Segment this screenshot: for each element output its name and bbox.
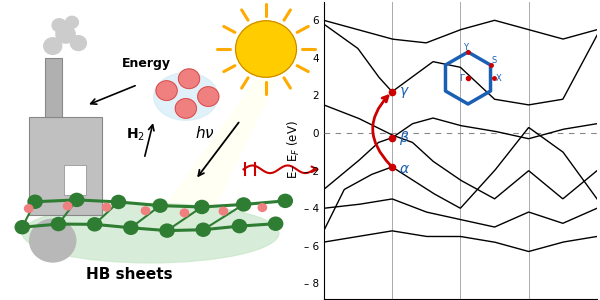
- Circle shape: [178, 69, 200, 88]
- Circle shape: [44, 38, 62, 54]
- Circle shape: [219, 207, 227, 215]
- Polygon shape: [151, 80, 275, 227]
- Circle shape: [124, 221, 138, 234]
- Circle shape: [278, 194, 292, 207]
- Circle shape: [196, 223, 211, 236]
- Circle shape: [103, 203, 111, 211]
- Circle shape: [160, 224, 174, 237]
- Text: HB sheets: HB sheets: [86, 267, 173, 282]
- Circle shape: [258, 204, 266, 212]
- FancyBboxPatch shape: [44, 58, 62, 117]
- Circle shape: [64, 202, 72, 210]
- Circle shape: [236, 198, 251, 211]
- Circle shape: [70, 36, 86, 50]
- Circle shape: [52, 218, 65, 231]
- Circle shape: [52, 19, 66, 32]
- Circle shape: [29, 219, 76, 262]
- Y-axis label: E– E$_F$ (eV): E– E$_F$ (eV): [286, 121, 302, 179]
- Circle shape: [112, 195, 125, 208]
- Circle shape: [65, 16, 79, 28]
- Circle shape: [232, 220, 247, 232]
- Ellipse shape: [22, 203, 279, 263]
- Circle shape: [28, 195, 42, 208]
- Circle shape: [269, 217, 283, 230]
- Circle shape: [15, 221, 29, 234]
- Circle shape: [88, 218, 102, 231]
- Text: $\gamma$: $\gamma$: [399, 85, 410, 100]
- Circle shape: [142, 207, 149, 214]
- Circle shape: [195, 200, 209, 214]
- Text: $h\nu$: $h\nu$: [196, 125, 215, 141]
- FancyBboxPatch shape: [29, 117, 103, 215]
- Text: S: S: [492, 56, 497, 65]
- Text: H$_2$: H$_2$: [127, 126, 145, 142]
- Circle shape: [70, 194, 84, 206]
- Ellipse shape: [154, 73, 218, 120]
- Circle shape: [236, 21, 296, 77]
- Text: Energy: Energy: [122, 57, 170, 70]
- Text: $\beta$: $\beta$: [399, 130, 409, 148]
- Circle shape: [175, 99, 196, 118]
- Text: Γ: Γ: [459, 74, 464, 82]
- Circle shape: [25, 205, 33, 212]
- Text: X: X: [496, 74, 501, 82]
- Circle shape: [180, 209, 188, 217]
- FancyBboxPatch shape: [64, 165, 86, 195]
- Circle shape: [153, 199, 167, 212]
- Circle shape: [156, 81, 177, 100]
- Circle shape: [56, 25, 75, 43]
- Text: $\alpha$: $\alpha$: [399, 162, 410, 176]
- Circle shape: [198, 87, 219, 106]
- Text: Y: Y: [463, 43, 468, 52]
